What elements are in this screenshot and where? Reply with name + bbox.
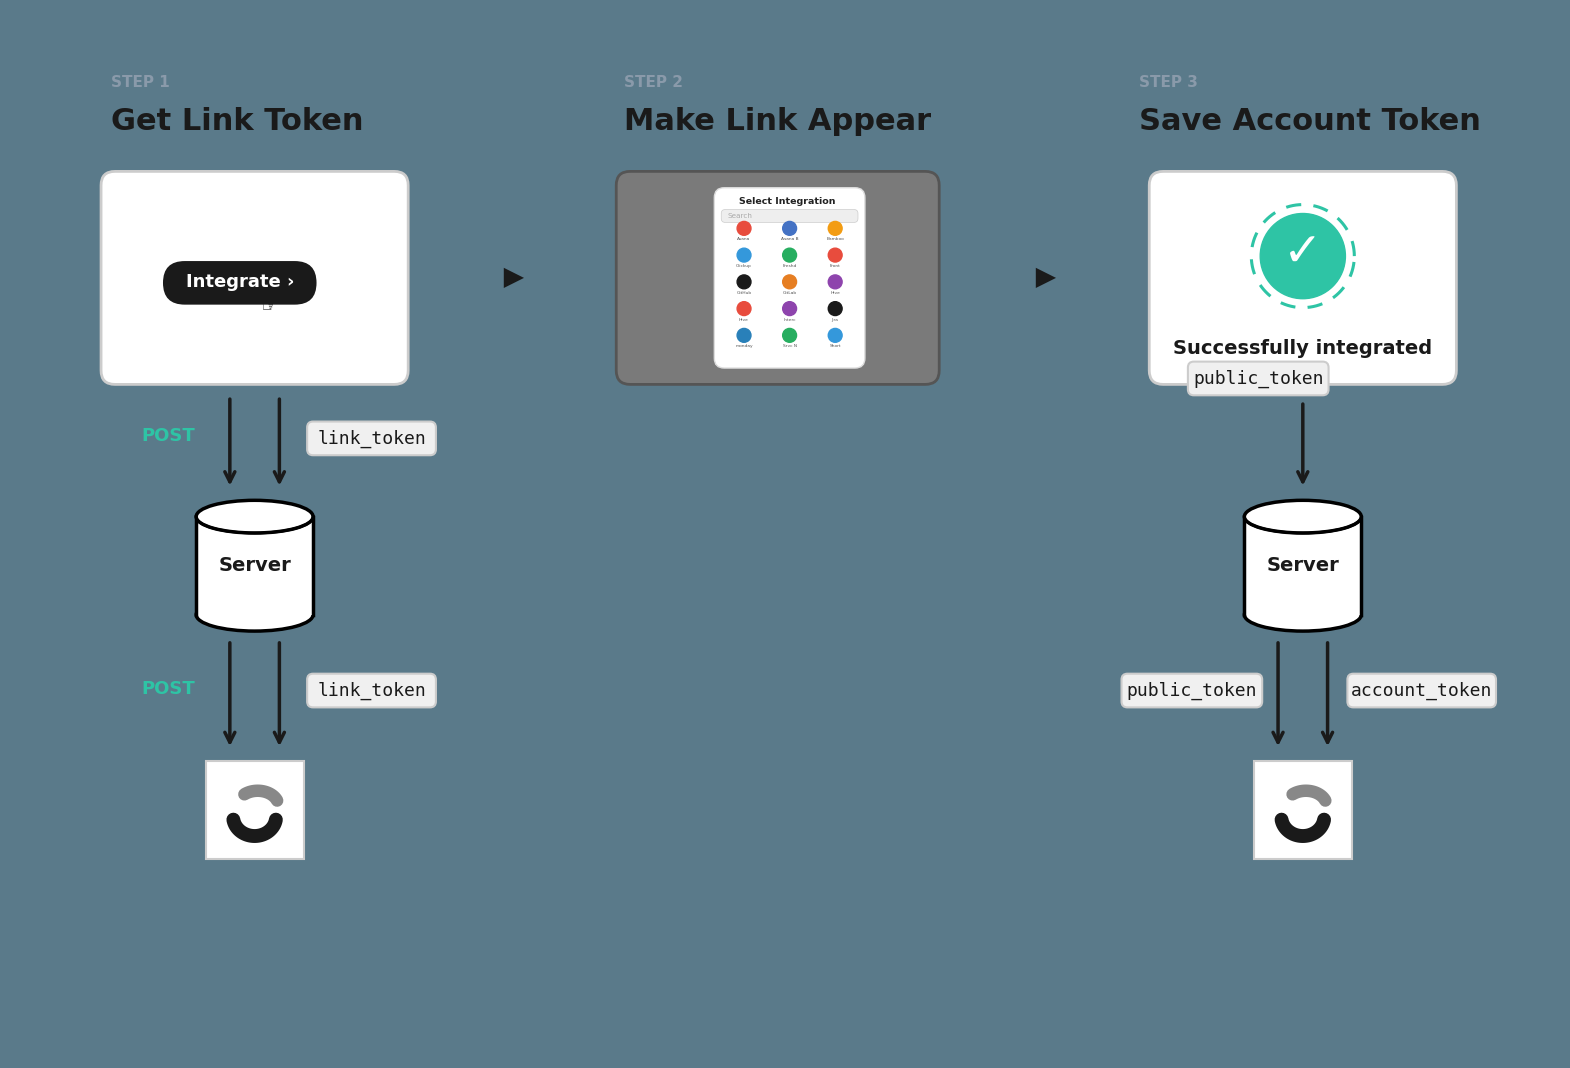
- Ellipse shape: [1245, 500, 1361, 533]
- Text: Freshd: Freshd: [782, 264, 798, 268]
- Text: Server: Server: [1267, 556, 1339, 576]
- Circle shape: [829, 248, 842, 262]
- Circle shape: [736, 274, 750, 288]
- FancyBboxPatch shape: [714, 188, 865, 368]
- Text: Bamboo: Bamboo: [826, 237, 845, 241]
- Text: ☞: ☞: [261, 297, 278, 316]
- Text: Search: Search: [727, 213, 752, 219]
- FancyBboxPatch shape: [308, 422, 436, 455]
- Text: STEP 2: STEP 2: [625, 75, 683, 90]
- Ellipse shape: [1245, 598, 1361, 631]
- Text: Hive: Hive: [831, 290, 840, 295]
- Text: Asana: Asana: [738, 237, 750, 241]
- Text: link_token: link_token: [317, 429, 425, 447]
- FancyBboxPatch shape: [100, 171, 408, 384]
- Bar: [1245, 517, 1361, 615]
- Text: Save Account Token: Save Account Token: [1140, 108, 1481, 137]
- FancyBboxPatch shape: [617, 171, 939, 384]
- Text: Front: Front: [831, 264, 840, 268]
- Text: STEP 3: STEP 3: [1140, 75, 1198, 90]
- Text: monday: monday: [735, 344, 754, 348]
- Circle shape: [829, 329, 842, 342]
- Text: GitHub: GitHub: [736, 290, 752, 295]
- Text: public_token: public_token: [1127, 681, 1258, 700]
- FancyBboxPatch shape: [308, 674, 436, 707]
- Text: Hive: Hive: [739, 317, 749, 321]
- Circle shape: [829, 301, 842, 315]
- Circle shape: [783, 248, 796, 262]
- Text: POST: POST: [141, 427, 195, 445]
- Text: Make Link Appear: Make Link Appear: [625, 108, 931, 137]
- FancyBboxPatch shape: [1347, 674, 1496, 707]
- Text: Server: Server: [218, 556, 290, 576]
- Circle shape: [783, 329, 796, 342]
- Text: ✓: ✓: [1283, 232, 1322, 277]
- Bar: [1254, 761, 1352, 860]
- Text: Jira: Jira: [832, 317, 838, 321]
- FancyBboxPatch shape: [1149, 171, 1457, 384]
- Bar: [206, 761, 303, 860]
- Polygon shape: [504, 268, 524, 288]
- Text: link_token: link_token: [317, 681, 425, 700]
- Text: Get Link Token: Get Link Token: [111, 108, 364, 137]
- Text: Asana B: Asana B: [780, 237, 799, 241]
- Text: Short: Short: [829, 344, 842, 348]
- Polygon shape: [1036, 268, 1057, 288]
- FancyBboxPatch shape: [163, 261, 317, 304]
- Circle shape: [783, 221, 796, 235]
- Text: Integrate ›: Integrate ›: [185, 272, 294, 290]
- Text: Srvc N: Srvc N: [782, 344, 796, 348]
- Text: Successfully integrated: Successfully integrated: [1173, 340, 1432, 358]
- Text: Interc: Interc: [783, 317, 796, 321]
- Circle shape: [736, 301, 750, 315]
- Text: GitLab: GitLab: [782, 290, 796, 295]
- Text: public_token: public_token: [1193, 370, 1324, 388]
- Circle shape: [783, 301, 796, 315]
- Text: account_token: account_token: [1352, 681, 1493, 700]
- Ellipse shape: [196, 598, 312, 631]
- Text: Clickup: Clickup: [736, 264, 752, 268]
- Circle shape: [783, 274, 796, 288]
- Text: POST: POST: [141, 679, 195, 697]
- FancyBboxPatch shape: [1188, 362, 1328, 395]
- Circle shape: [736, 221, 750, 235]
- Circle shape: [736, 248, 750, 262]
- Text: Select Integration: Select Integration: [739, 198, 835, 206]
- Bar: [196, 517, 312, 615]
- FancyBboxPatch shape: [1121, 674, 1262, 707]
- Circle shape: [736, 329, 750, 342]
- FancyBboxPatch shape: [721, 209, 857, 222]
- Circle shape: [1261, 214, 1345, 299]
- Circle shape: [829, 221, 842, 235]
- Ellipse shape: [196, 500, 312, 533]
- Circle shape: [829, 274, 842, 288]
- Text: STEP 1: STEP 1: [111, 75, 170, 90]
